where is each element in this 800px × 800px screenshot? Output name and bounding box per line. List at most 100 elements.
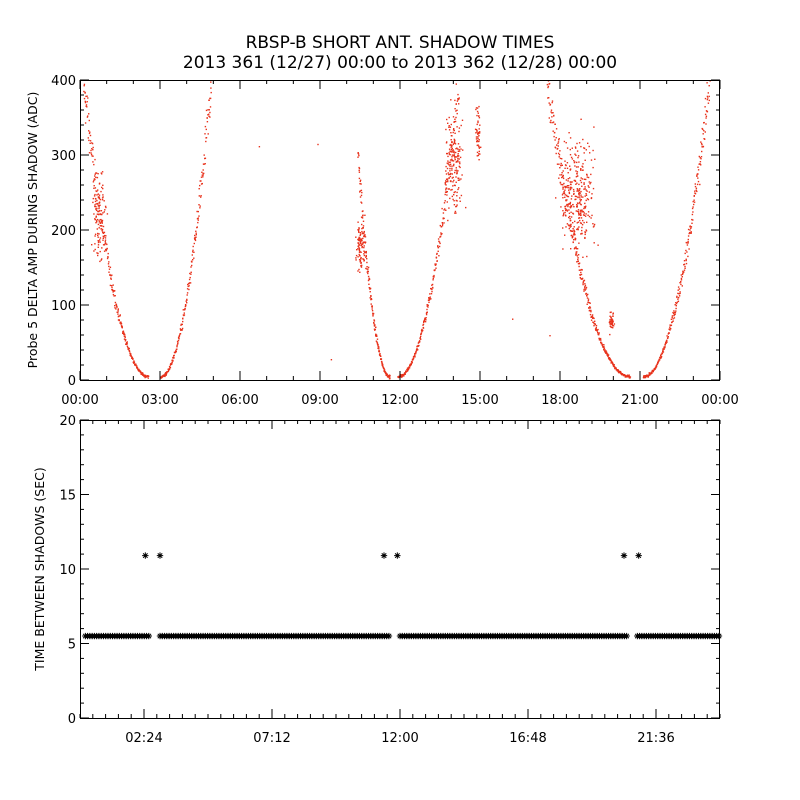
data-point <box>680 283 682 286</box>
data-point <box>207 133 209 135</box>
data-point <box>586 190 588 192</box>
data-point <box>97 236 99 238</box>
data-point <box>84 91 86 94</box>
data-point <box>576 188 578 190</box>
data-point <box>478 147 481 149</box>
data-point <box>371 310 374 312</box>
data-point <box>88 139 90 142</box>
data-point <box>663 347 665 349</box>
data-point <box>89 134 92 137</box>
data-point <box>453 204 456 206</box>
data-point <box>181 323 183 326</box>
data-point <box>567 180 569 182</box>
data-point <box>588 302 590 304</box>
data-point <box>454 156 456 158</box>
data-point <box>98 182 101 184</box>
data-point <box>418 340 421 342</box>
data-point <box>696 183 699 186</box>
data-point <box>441 233 443 235</box>
data-point <box>93 187 95 189</box>
data-point <box>580 181 583 184</box>
data-point <box>107 252 109 255</box>
data-point <box>117 311 119 313</box>
data-point <box>96 228 98 230</box>
data-point <box>205 109 208 112</box>
data-point <box>555 152 557 155</box>
data-point <box>124 340 127 342</box>
data-point <box>665 341 667 343</box>
data-point <box>112 291 114 293</box>
data-point <box>578 194 580 196</box>
data-point <box>112 289 114 292</box>
data-point <box>375 334 378 336</box>
data-point <box>385 372 387 374</box>
data-point <box>457 161 459 163</box>
data-point <box>577 196 579 199</box>
data-point <box>448 161 450 164</box>
data-point <box>194 236 196 239</box>
data-point <box>693 195 695 197</box>
data-point <box>91 155 93 157</box>
data-point <box>437 245 439 248</box>
data-point <box>453 154 456 156</box>
data-point <box>98 204 100 207</box>
data-point <box>593 242 595 244</box>
data-point <box>446 167 449 170</box>
data-point <box>444 191 447 193</box>
data-point <box>445 128 447 131</box>
data-point <box>555 128 558 130</box>
data-point <box>569 187 571 189</box>
data-point <box>691 218 693 221</box>
data-point <box>446 152 448 155</box>
data-point <box>574 237 576 239</box>
data-point <box>476 131 478 133</box>
data-point <box>447 172 449 174</box>
data-point <box>675 302 678 305</box>
data-point <box>692 200 694 203</box>
data-point <box>476 140 478 143</box>
data-point <box>442 223 444 225</box>
data-point <box>564 167 566 169</box>
data-point <box>586 303 588 305</box>
data-point <box>576 205 578 207</box>
data-point <box>476 155 478 157</box>
data-point <box>700 156 703 158</box>
data-point <box>568 209 570 211</box>
data-point <box>580 199 582 201</box>
data-point <box>360 189 363 192</box>
data-point <box>190 266 192 268</box>
data-point <box>478 105 480 108</box>
data-point <box>448 177 450 179</box>
data-point <box>134 363 137 365</box>
data-point <box>610 322 612 325</box>
data-point <box>551 101 553 104</box>
data-point <box>420 332 423 334</box>
data-point <box>94 233 97 235</box>
data-point <box>370 303 372 305</box>
data-point <box>99 241 101 243</box>
data-point <box>555 137 557 139</box>
data-point <box>643 375 645 377</box>
data-point <box>359 254 361 257</box>
data-point <box>209 106 212 108</box>
data-point <box>580 233 582 235</box>
data-point <box>568 216 570 219</box>
data-point <box>358 230 360 232</box>
data-point <box>583 214 586 216</box>
data-point <box>109 273 111 276</box>
data-point <box>677 289 679 291</box>
data-point <box>449 150 451 152</box>
data-point <box>179 333 182 335</box>
data-point <box>616 370 619 372</box>
data-point <box>116 311 118 313</box>
data-point <box>365 254 367 257</box>
data-point <box>358 243 360 245</box>
data-point <box>660 355 662 357</box>
data-point <box>626 374 629 376</box>
data-point <box>593 325 595 327</box>
data-point <box>427 299 430 301</box>
data-point <box>101 228 104 231</box>
data-point <box>689 229 691 231</box>
data-point <box>104 205 107 208</box>
data-point <box>210 81 212 83</box>
